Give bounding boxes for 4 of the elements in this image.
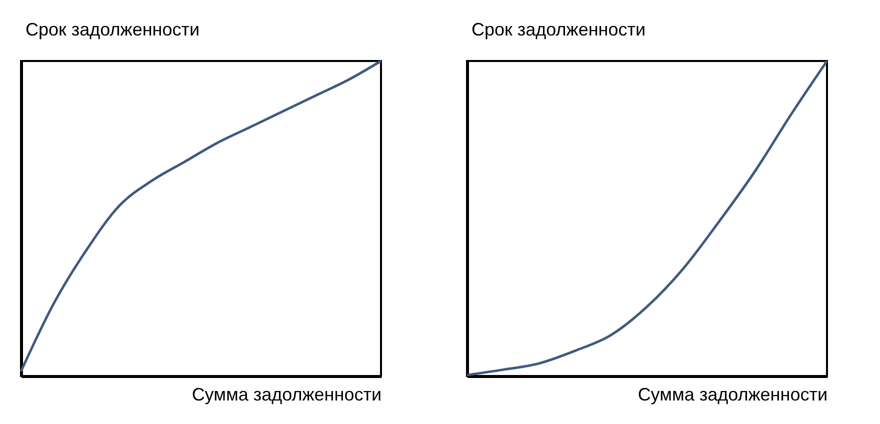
x-axis-title: Сумма задолженности bbox=[638, 384, 828, 404]
y-axis-title: Срок задолженности bbox=[472, 20, 646, 40]
x-axis-title: Сумма задолженности bbox=[192, 384, 382, 404]
y-axis-title: Срок задолженности bbox=[26, 20, 200, 40]
